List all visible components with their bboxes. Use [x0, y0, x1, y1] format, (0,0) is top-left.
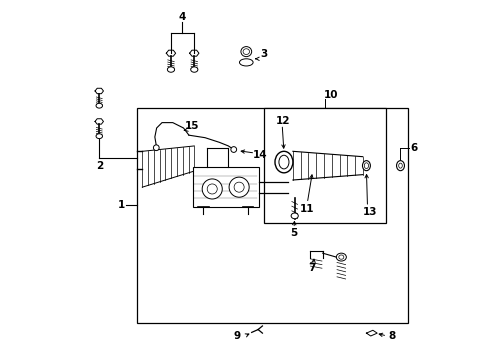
- Text: 9: 9: [233, 331, 240, 341]
- Ellipse shape: [290, 213, 298, 219]
- Circle shape: [202, 179, 222, 199]
- Text: 8: 8: [388, 331, 395, 341]
- Ellipse shape: [396, 161, 404, 171]
- Text: 10: 10: [323, 90, 337, 100]
- Text: 15: 15: [185, 121, 199, 131]
- Ellipse shape: [190, 67, 198, 72]
- Ellipse shape: [338, 255, 343, 259]
- Circle shape: [234, 182, 244, 192]
- Circle shape: [230, 147, 236, 152]
- Ellipse shape: [398, 163, 402, 168]
- Bar: [264, 108, 386, 223]
- Ellipse shape: [96, 103, 102, 108]
- Ellipse shape: [336, 253, 346, 261]
- Circle shape: [207, 184, 217, 194]
- Text: 4: 4: [179, 12, 186, 22]
- Text: 2: 2: [96, 161, 102, 171]
- Bar: [192, 167, 258, 207]
- Bar: [137, 108, 407, 323]
- Text: 7: 7: [307, 263, 315, 273]
- Text: 5: 5: [290, 228, 297, 238]
- Ellipse shape: [167, 67, 174, 72]
- Ellipse shape: [278, 155, 288, 169]
- Text: 6: 6: [409, 143, 417, 153]
- Text: 14: 14: [252, 150, 267, 160]
- Text: 3: 3: [260, 49, 267, 59]
- Text: 1: 1: [118, 200, 125, 210]
- Text: 13: 13: [362, 207, 377, 217]
- Ellipse shape: [96, 134, 102, 139]
- Ellipse shape: [243, 49, 249, 54]
- Circle shape: [153, 145, 159, 150]
- Ellipse shape: [241, 46, 251, 57]
- Circle shape: [228, 177, 249, 197]
- Text: 11: 11: [300, 204, 314, 214]
- Ellipse shape: [274, 151, 292, 173]
- Ellipse shape: [362, 161, 369, 171]
- Ellipse shape: [239, 59, 253, 66]
- Ellipse shape: [364, 163, 368, 168]
- Text: 12: 12: [275, 116, 290, 126]
